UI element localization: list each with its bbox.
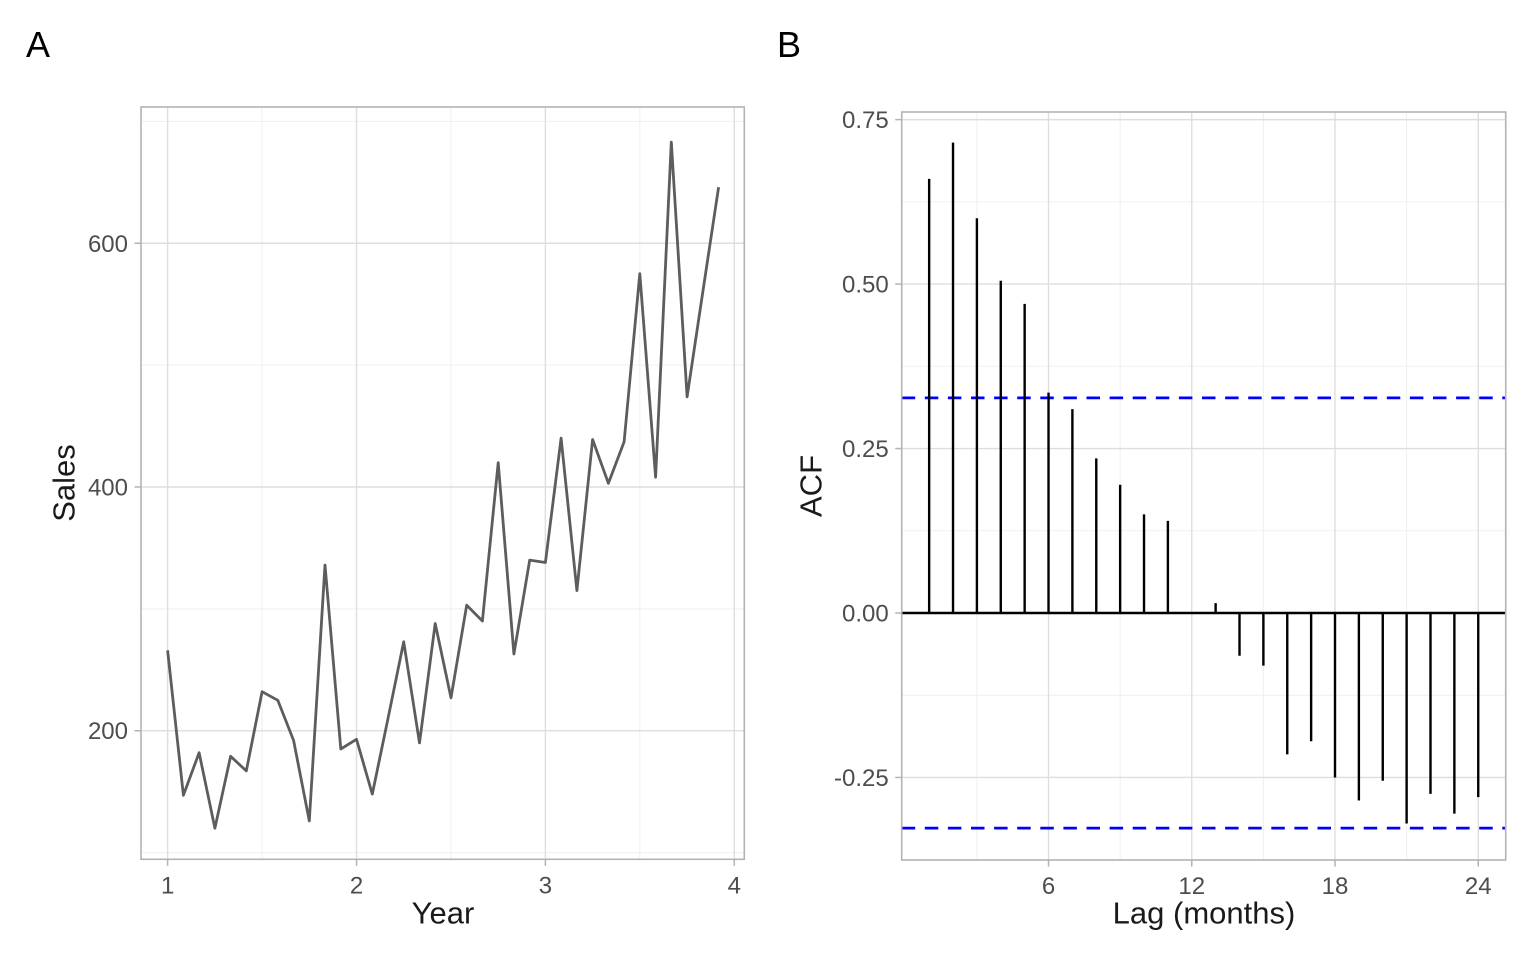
panel-tag-b: B: [777, 24, 802, 65]
panel-border: [900, 111, 1507, 861]
sales-series-line: [166, 140, 720, 830]
y-tick-label: 0.25: [842, 436, 889, 463]
sales-line-chart: 1 2 3 4 200 400 600: [88, 106, 746, 899]
acf-bar-chart: 6 12 18 24 0.75 0.50 0.25 0.00 -0.25: [834, 107, 1507, 900]
x-tick-label: 4: [728, 872, 741, 899]
y-tick-label: 200: [88, 718, 128, 745]
y-tick-label: 400: [88, 474, 128, 501]
x-tick-label: 1: [161, 872, 174, 899]
x-tick-label: 24: [1465, 873, 1492, 900]
panel-background: [901, 112, 1506, 860]
y-axis-title-acf: ACF: [793, 455, 829, 517]
panel-border: [140, 106, 746, 861]
panel-background: [141, 107, 745, 860]
x-tick-label: 2: [350, 872, 363, 899]
panel-tag-a: A: [26, 24, 51, 65]
y-tick-label: 0.75: [842, 107, 889, 134]
y-tick-label: 0.00: [842, 600, 889, 627]
y-axis-title-sales: Sales: [46, 444, 82, 522]
x-tick-label: 6: [1042, 873, 1055, 900]
y-tick-label: 0.50: [842, 272, 889, 299]
x-tick-label: 18: [1322, 873, 1349, 900]
x-tick-label: 3: [539, 872, 552, 899]
x-axis-title-lag: Lag (months): [1112, 895, 1296, 931]
y-tick-label: 600: [88, 231, 128, 258]
x-axis-title-year: Year: [411, 895, 475, 931]
x-tick-label: 12: [1178, 873, 1205, 900]
y-tick-label: -0.25: [834, 765, 889, 792]
